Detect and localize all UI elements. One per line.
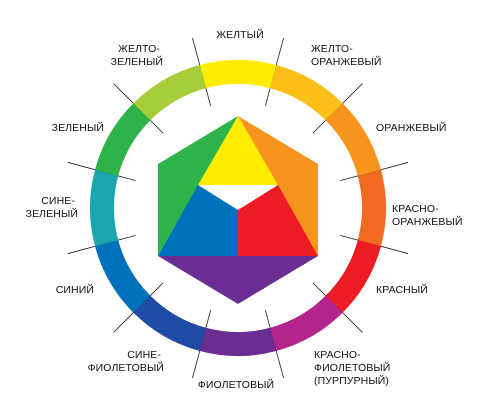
primary-red-triangle [238,185,318,256]
label-yellow-orange: ЖЕЛТО- ОРАНЖЕВЫЙ [311,43,382,68]
ring-segment-yellow-orange [270,65,343,121]
label-blue-violet: СИНЕ- ФИОЛЕТОВЫЙ [88,349,164,374]
label-orange: ОРАНЖЕВЫЙ [376,121,447,134]
label-yellow-green: ЖЕЛТО- ЗЕЛЕНЫЙ [111,43,163,68]
ring-segment-violet [199,327,277,357]
ring-segment-blue [95,240,151,313]
ring-segment-yellow-green [133,65,206,121]
label-yellow: ЖЕЛТЫЙ [216,28,263,41]
label-violet: ФИОЛЕТОВЫЙ [198,378,274,391]
ring-segment-blue-green [90,169,119,247]
label-red-orange: КРАСНО- ОРАНЖЕВЫЙ [392,203,463,228]
ring-segment-red [325,240,381,313]
ring-segment-red-violet [270,295,343,351]
label-green: ЗЕЛЕНЫЙ [52,121,104,134]
label-blue-green: СИНЕ- ЗЕЛЕНЫЙ [26,195,78,220]
ring-segment-orange [325,103,381,176]
label-red: КРАСНЫЙ [376,283,428,296]
primary-yellow-triangle [198,116,278,185]
primary-blue-triangle [158,185,238,256]
secondary-violet-triangle [158,256,318,304]
label-red-violet: КРАСНО- ФИОЛЕТОВЫЙ (ПУРПУРНЫЙ) [314,349,393,387]
label-blue: СИНИЙ [56,283,94,296]
ring-segment-green [95,103,151,176]
outer-color-ring [90,60,386,357]
ring-segment-yellow [199,60,277,89]
ring-segment-red-orange [357,169,386,247]
ring-segment-blue-violet [133,295,206,351]
